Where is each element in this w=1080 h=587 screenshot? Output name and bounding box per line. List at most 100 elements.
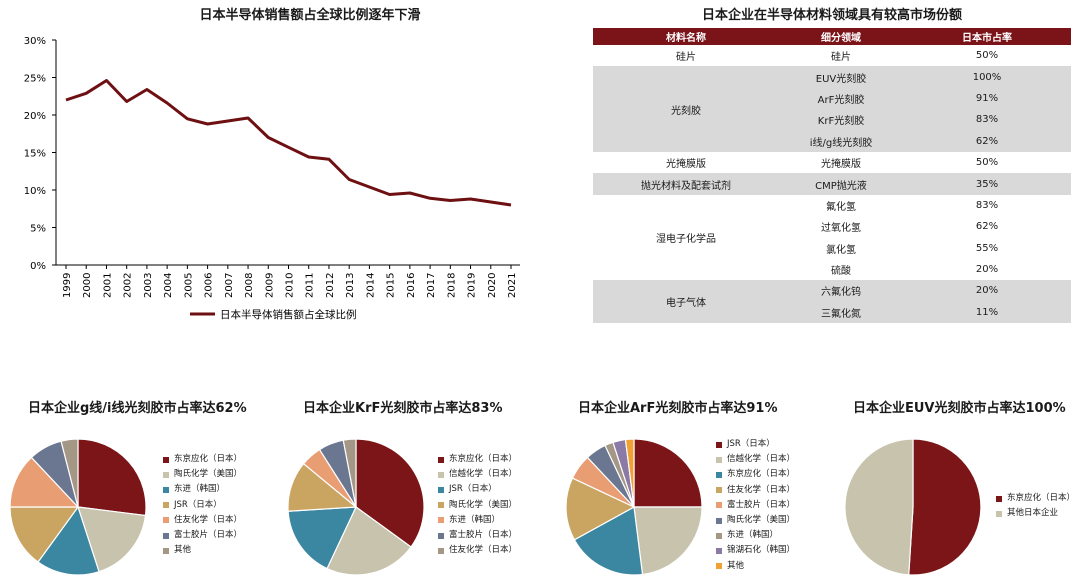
share-cell: 62% [903,130,1071,152]
pie-slice [624,438,635,508]
x-tick-label: 2011 [305,273,316,298]
subfield-cell: 硫酸 [779,258,903,281]
y-tick-label: 30% [24,36,46,47]
subfield-cell: ArF光刻胶 [779,87,903,110]
legend-label: 陶氏化学（美国） [174,469,243,480]
legend-item: JSR（日本） [163,498,242,513]
legend-label: 住友化学（日本） [727,484,796,495]
pie2-title: 日本企业KrF光刻胶市占率达83% [303,401,503,416]
legend-swatch [716,563,722,570]
legend-swatch [438,471,444,478]
table-row: 三氟化氮 11% [593,301,1071,324]
pie1-title: 日本企业g线/i线光刻胶市占率达62% [28,401,247,416]
legend-label: 东京应化（日本） [1007,493,1076,503]
legend-item: 住友化学（日本） [716,483,795,498]
legend-item: 其他 [163,543,242,558]
x-tick-label: 2008 [244,273,255,298]
legend-label: 东进（韩国） [174,484,226,495]
share-cell: 100% [903,66,1071,88]
x-tick-label: 2009 [264,273,275,298]
legend-label: 锦湖石化（韩国） [727,545,796,556]
legend-label: 东京应化（日本） [727,469,796,480]
x-tick-label: 2017 [426,273,437,298]
table-title: 日本企业在半导体材料领域具有较高市场份额 [701,8,962,23]
pie-slice [573,506,644,576]
share-cell: 83% [903,109,1071,131]
share-cell: 50% [903,151,1071,174]
pie-slice [342,438,357,508]
subfield-cell: 过氧化氢 [779,216,903,238]
legend-label: 住友化学（日本） [449,545,518,556]
subfield-cell: 氯化氢 [779,237,903,259]
x-tick-label: 2012 [325,273,336,298]
legend-item: 东京应化（日本） [163,452,242,467]
legend-item: 住友化学（日本） [163,513,242,528]
table-row: 硅片 硅片 50% [593,45,1071,67]
x-tick-label: 2004 [163,273,174,298]
x-tick-label: 2007 [224,273,235,298]
pie-slice [9,506,80,563]
legend-item: 东进（韩国） [716,528,795,543]
pie-slice [37,505,100,576]
materials-share-table: 材料名称 细分领域 日本市占率 硅片 硅片 50% 光刻胶 EUV光刻胶 100% ArF光… [593,28,1071,324]
share-cell: 35% [903,173,1071,195]
legend-swatch [438,502,444,509]
pie2-legend: 东京应化（日本） 信越化学（日本） JSR（日本） 陶氏化学（美国） 东进（韩国） 富士胶… [438,452,517,558]
material-cell: 硅片 [593,45,779,67]
y-tick-label: 5% [30,224,46,235]
pie-slice [60,438,79,508]
pie-krf-photoresist [287,438,425,576]
legend-item: 富士胶片（日本） [438,528,517,543]
subfield-cell: i线/g线光刻胶 [779,130,903,152]
share-cell: 91% [903,87,1071,110]
x-tick-label: 2020 [487,273,498,298]
legend-item: 东进（韩国） [163,482,242,497]
table-row: 湿电子化学品 氟化氢 83% [593,194,1071,281]
y-tick-label: 10% [24,186,46,197]
x-tick-label: 2002 [123,273,134,298]
legend-swatch [996,510,1002,517]
x-tick-label: 2006 [204,273,215,298]
pie-arf-photoresist [565,438,703,576]
table-row: KrF光刻胶 83% [593,109,1071,131]
subfield-cell: EUV光刻胶 [779,66,903,88]
table-row: 硫酸 20% [593,258,1071,281]
pie4-title: 日本企业EUV光刻胶市占率达100% [853,401,1066,416]
material-cell: 光掩膜版 [593,151,779,174]
legend-item: 陶氏化学（美国） [163,467,242,482]
line-chart-title: 日本半导体销售额占全球比例逐年下滑 [199,8,421,23]
legend-label: 其他日本企业 [1007,508,1059,519]
legend-swatch [163,547,169,554]
x-tick-label: 2001 [102,273,113,298]
share-cell: 50% [903,45,1071,67]
table-row: 光掩膜版 光掩膜版 50% [593,151,1071,174]
legend-swatch [163,471,169,478]
subfield-cell: 硅片 [779,45,903,67]
x-tick-label: 2014 [365,273,376,298]
legend-label: 富士胶片（日本） [174,530,243,541]
y-tick-label: 20% [24,111,46,122]
pie-slice [287,506,357,570]
subfield-cell: 三氟化氮 [779,301,903,324]
table-row: ArF光刻胶 91% [593,87,1071,110]
legend-label: 东京应化（日本） [174,454,243,464]
table-row: 电子气体 六氟化钨 20% [593,280,1071,324]
pie-slice [844,438,914,576]
pie-charts [9,438,982,576]
pie-slice [908,438,982,576]
legend-item: JSR（日本） [438,482,517,497]
legend-label: 其他 [174,545,192,556]
pie3-title: 日本企业ArF光刻胶市占率达91% [578,401,778,416]
table-row: 光刻胶 EUV光刻胶 100% [593,66,1071,152]
pie-slice [633,506,703,576]
legend-item: 东进（韩国） [438,513,517,528]
legend-label: 东进（韩国） [727,530,779,541]
legend-swatch [163,532,169,539]
legend-item: 其他 [716,559,795,574]
legend-item: 陶氏化学（美国） [716,513,795,528]
legend-swatch [716,517,722,524]
material-cell: 电子气体 [593,280,779,324]
x-tick-label: 1999 [62,273,73,298]
pie-slice [633,438,703,508]
pie-slice [77,506,147,573]
